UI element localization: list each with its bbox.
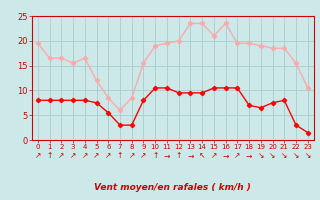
- Text: ↖: ↖: [199, 152, 205, 160]
- Text: ↘: ↘: [293, 152, 299, 160]
- Text: ↗: ↗: [58, 152, 65, 160]
- Text: ↗: ↗: [82, 152, 88, 160]
- Text: ↗: ↗: [140, 152, 147, 160]
- Text: →: →: [187, 152, 194, 160]
- Text: ↘: ↘: [305, 152, 311, 160]
- Text: ↗: ↗: [93, 152, 100, 160]
- Text: ↘: ↘: [269, 152, 276, 160]
- Text: ↗: ↗: [234, 152, 241, 160]
- Text: ↑: ↑: [117, 152, 123, 160]
- Text: ↑: ↑: [152, 152, 158, 160]
- Text: →: →: [222, 152, 229, 160]
- Text: ↗: ↗: [129, 152, 135, 160]
- Text: Vent moyen/en rafales ( km/h ): Vent moyen/en rafales ( km/h ): [94, 183, 251, 192]
- Text: →: →: [246, 152, 252, 160]
- Text: ↘: ↘: [258, 152, 264, 160]
- Text: ↗: ↗: [211, 152, 217, 160]
- Text: ↑: ↑: [46, 152, 53, 160]
- Text: ↗: ↗: [70, 152, 76, 160]
- Text: ↗: ↗: [105, 152, 111, 160]
- Text: ↑: ↑: [175, 152, 182, 160]
- Text: →: →: [164, 152, 170, 160]
- Text: ↘: ↘: [281, 152, 287, 160]
- Text: ↗: ↗: [35, 152, 41, 160]
